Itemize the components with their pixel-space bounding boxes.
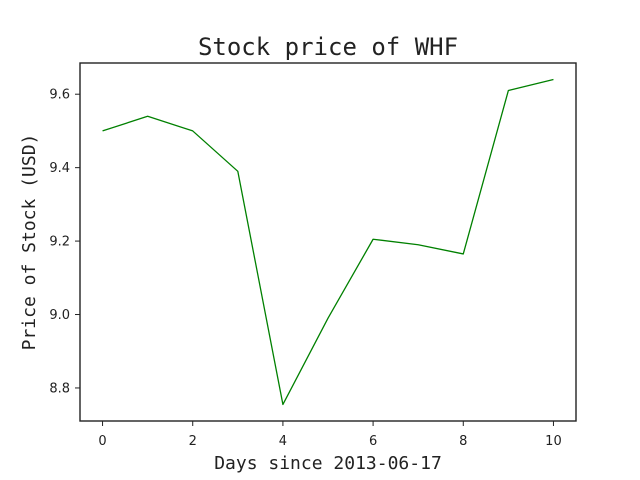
x-axis-label: Days since 2013-06-17 <box>214 453 442 474</box>
y-tick-label: 9.4 <box>49 161 70 176</box>
x-tick-label: 4 <box>279 434 287 449</box>
y-tick-label: 8.8 <box>49 381 70 396</box>
x-tick-label: 6 <box>369 434 377 449</box>
y-tick-label: 9.2 <box>49 235 70 250</box>
chart-title: Stock price of WHF <box>198 33 458 61</box>
x-tick-label: 0 <box>98 434 106 449</box>
plot-frame <box>79 62 577 422</box>
plot-area: 0 2 4 6 8 10 8.8 9.0 9.2 9.4 9.6 <box>49 62 577 449</box>
x-tick-label: 8 <box>459 434 467 449</box>
y-axis-label: Price of Stock (USD) <box>19 134 40 351</box>
y-tick-label: 9.0 <box>49 308 70 323</box>
series-line-0 <box>102 78 554 406</box>
x-tick-label: 10 <box>545 434 562 449</box>
y-tick-label: 9.6 <box>49 88 70 103</box>
x-tick-label: 2 <box>189 434 197 449</box>
